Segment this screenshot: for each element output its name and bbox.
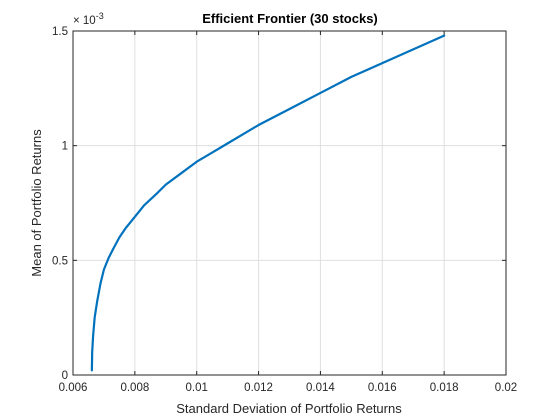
x-tick-label: 0.014 xyxy=(306,382,335,394)
x-tick-label: 0.006 xyxy=(59,382,88,394)
axis-ticks: 0.006 0.008 0.01 0.012 0.014 0.016 0.018 0.02 0 0… xyxy=(52,26,517,394)
y-tick-label: 1 xyxy=(62,141,68,153)
x-tick-label: 0.02 xyxy=(495,382,517,394)
frontier-line xyxy=(90,34,446,372)
grid-lines xyxy=(73,31,506,375)
y-exponent-power: -3 xyxy=(96,11,104,21)
y-tick-label: 1.5 xyxy=(52,26,68,38)
x-tick-label: 0.008 xyxy=(120,382,149,394)
series-layer xyxy=(90,34,446,372)
y-exponent-base: × 10 xyxy=(73,15,96,27)
plot-area xyxy=(72,30,507,376)
x-tick-label: 0.012 xyxy=(244,382,273,394)
x-axis-label: Standard Deviation of Portfolio Returns xyxy=(176,401,402,416)
y-axis-exponent: × 10-3 xyxy=(73,11,104,27)
chart-title: Efficient Frontier (30 stocks) xyxy=(202,11,378,26)
y-axis-label: Mean of Portfolio Returns xyxy=(29,129,44,277)
y-tick-label: 0.5 xyxy=(52,255,68,267)
x-tick-label: 0.016 xyxy=(368,382,397,394)
x-tick-label: 0.018 xyxy=(430,382,459,394)
y-tick-label: 0 xyxy=(62,370,68,382)
x-tick-label: 0.01 xyxy=(186,382,208,394)
